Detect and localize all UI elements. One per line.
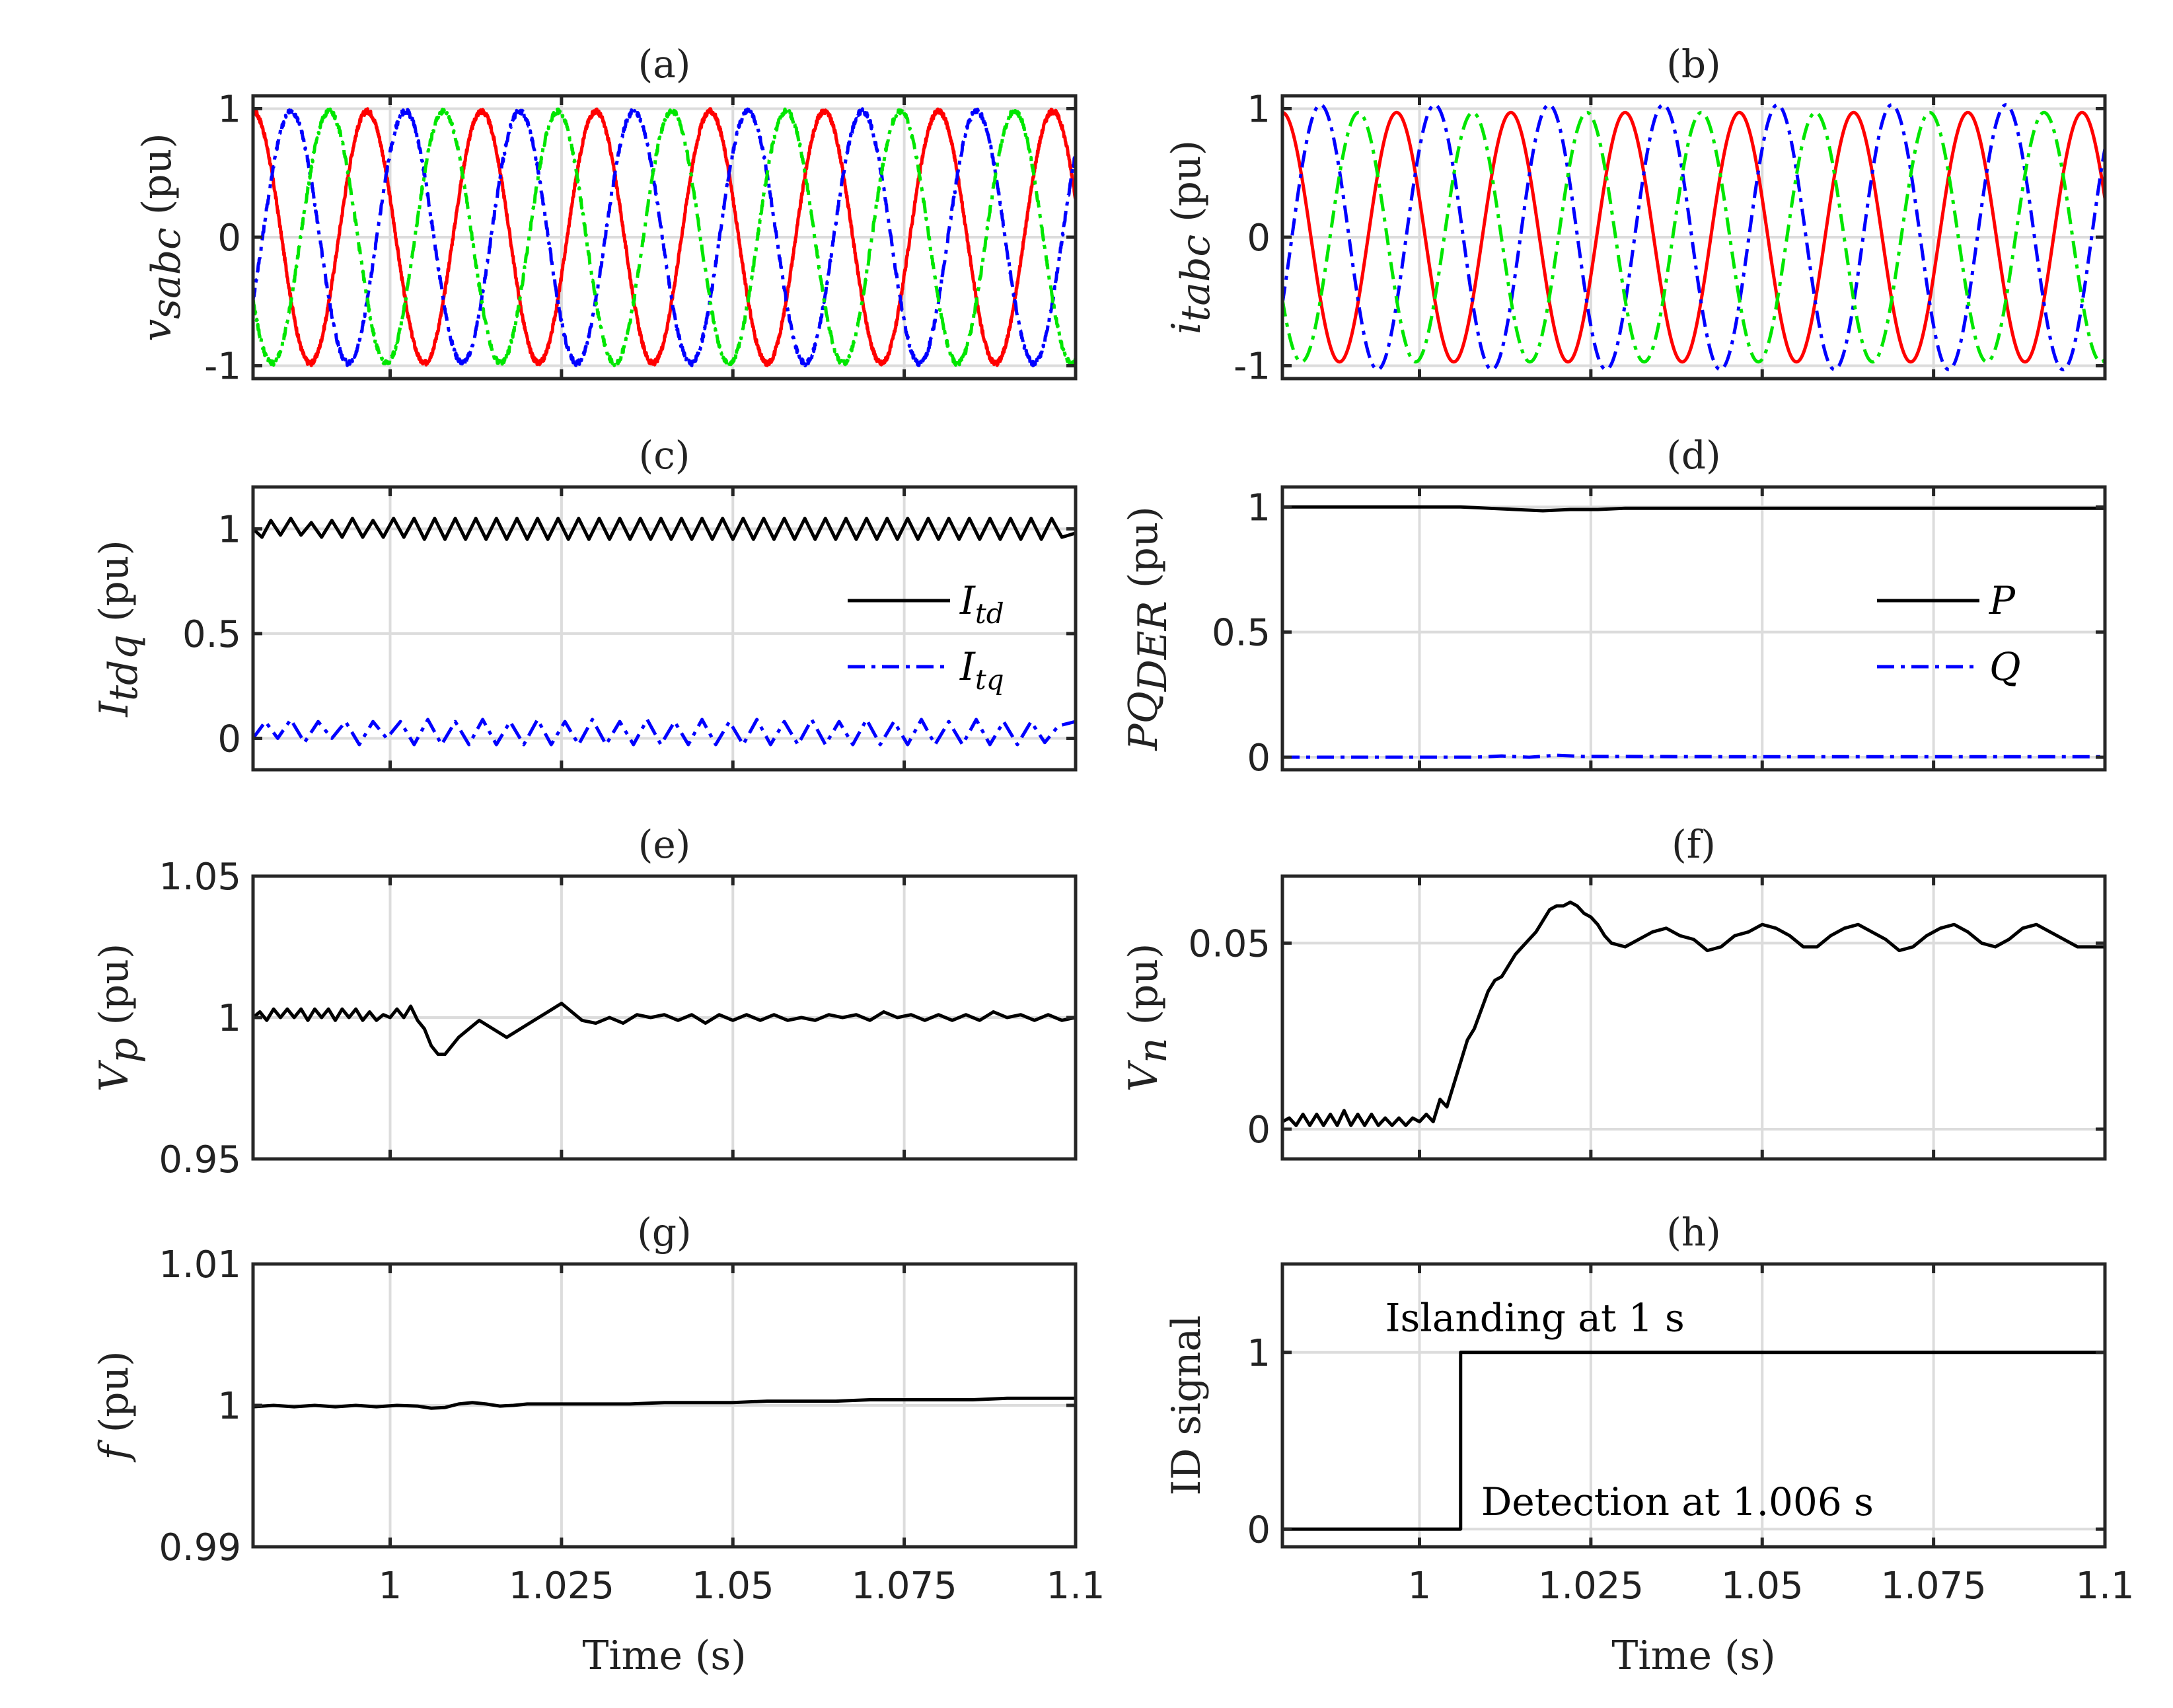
annotation: Detection at 1.006 s [1481,1479,1874,1524]
series-group-b [1282,103,2105,371]
x-tick-label: 1 [1408,1565,1432,1608]
y-axis-label: Vp (pu) [91,944,147,1092]
axes-frame-f [1280,874,2107,1161]
legend-d: PQ [1877,578,2021,689]
y-tick-label: 1 [217,508,241,551]
x-tick-label: 1.05 [1721,1565,1804,1608]
plot-area-f [1282,876,2105,1159]
y-tick-label: 1 [1247,486,1271,529]
x-tick-label: 1.025 [1538,1565,1644,1608]
series-ID [1282,1351,2105,1531]
series-group-a [253,107,1076,367]
panel-d: 0 0.5 1 (d) PQDER (pu) PQ [1121,433,2107,780]
series-group-d [1282,505,2105,759]
x-tick-label: 1.075 [851,1565,957,1608]
panel-e: 0.95 1 1.05 (e) Vp (pu) [91,822,1078,1181]
x-tick-label: 1.025 [509,1565,614,1608]
series-Vp [253,1002,1076,1057]
series-f [253,1396,1076,1410]
y-tick-label: 1.05 [159,856,241,899]
y-tick-label: 0.99 [159,1526,241,1569]
y-tick-label: 1 [217,997,241,1040]
panel-g: 0.99 1 1.01 1 1.025 1.05 1.075 1.1 Time (s) (g) f … [91,1210,1105,1679]
axes-frame-h [1280,1262,2107,1549]
panel-f: 0 0.05 (f) Vn (pu) [1121,822,2107,1161]
series-ia [1282,110,2105,364]
plot-area-d [1282,487,2105,770]
panel-a: -1 0 1 (a) vsabc (pu) [134,42,1078,389]
y-tick-label: 0 [1247,1508,1271,1551]
panel-title: (a) [638,42,691,87]
legend-label: Itq [959,644,1004,696]
x-tick-label: 1.075 [1880,1565,1986,1608]
y-tick-label: -1 [1234,346,1271,389]
y-tick-label: 0 [1247,1109,1271,1152]
x-axis-label: Time (s) [582,1633,746,1679]
series-P [1282,505,2105,513]
y-tick-label: -1 [204,346,241,389]
legend-label: Itd [959,578,1004,630]
axes-frame-d [1280,485,2107,772]
series-group-c [253,517,1076,747]
y-axis-label: Vn (pu) [1121,944,1176,1092]
panel-title: (h) [1666,1210,1721,1255]
y-axis-label: ID signal [1163,1316,1210,1496]
series-group-h [1282,1351,2105,1531]
series-ib [1282,103,2105,371]
y-tick-label: 1 [1247,88,1271,131]
y-axis-label: Itdq (pu) [91,540,147,718]
y-tick-label: 1.01 [159,1244,241,1286]
panel-title: (f) [1672,822,1716,867]
x-axis-label: Time (s) [1611,1633,1775,1679]
series-Vn [1282,900,2105,1127]
y-axis-label: f (pu) [91,1351,137,1462]
y-tick-label: 0 [1247,737,1271,780]
series-ic [1282,110,2105,364]
series-group-f [1282,900,2105,1127]
y-axis-label: vsabc (pu) [134,133,190,341]
x-tick-label: 1 [379,1565,402,1608]
panel-h: 0 1 1 1.025 1.05 1.075 1.1 Time (s) (h) ID signal… [1163,1210,2135,1679]
y-tick-label: 0 [217,217,241,260]
panel-b: -1 0 1 (b) itabc (pu) [1163,42,2107,389]
y-axis-label: PQDER (pu) [1121,506,1176,751]
annotation: Islanding at 1 s [1385,1296,1685,1341]
y-tick-label: 0.5 [1212,612,1271,655]
y-tick-label: 1 [217,88,241,131]
x-tick-label: 1.05 [692,1565,774,1608]
series-va [253,107,1076,367]
y-tick-label: 0.95 [159,1138,241,1181]
legend-label: P [1989,578,2016,623]
panel-title: (d) [1666,433,1720,478]
y-axis-label: itabc (pu) [1163,140,1219,334]
panel-title: (g) [637,1210,691,1255]
panel-title: (b) [1666,42,1720,87]
series-vc [253,107,1076,367]
x-tick-label: 1.1 [2075,1565,2134,1608]
legend-c: Itd Itq [848,578,1004,696]
y-tick-label: 0 [217,718,241,761]
axes-frame-c [251,485,1078,772]
series-group-e [253,1002,1076,1057]
y-tick-label: 0.5 [182,613,241,656]
y-tick-label: 0.05 [1188,922,1271,965]
legend-label: Q [1989,644,2021,689]
x-tick-label: 1.1 [1046,1565,1105,1608]
y-tick-label: 1 [1247,1332,1271,1375]
panel-title: (c) [639,433,690,478]
series-group-g [253,1396,1076,1410]
panel-title: (e) [638,822,691,867]
y-tick-label: 1 [217,1385,241,1428]
panel-c: 0 0.5 1 (c) Itdq (pu) Itd Itq [91,433,1078,772]
y-tick-label: 0 [1247,217,1271,260]
series-Itd [253,517,1076,541]
series-vb [253,107,1076,367]
